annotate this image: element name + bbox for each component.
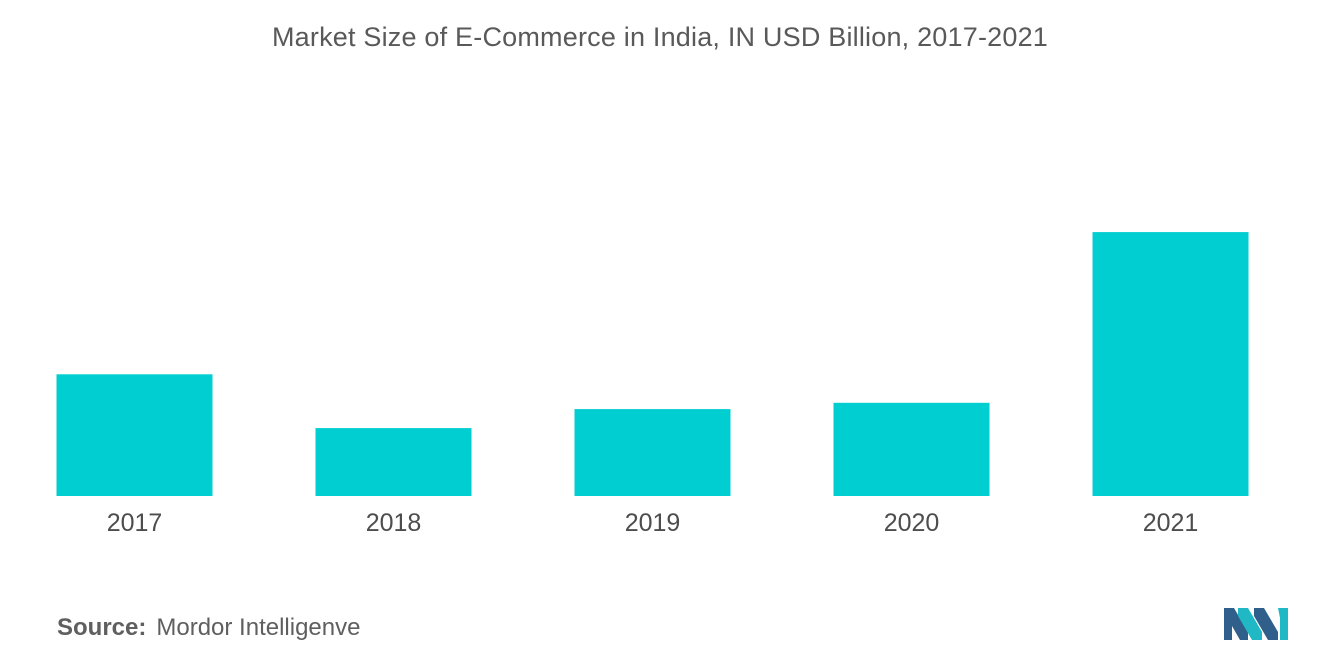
bar-2020 <box>833 402 990 496</box>
x-tick-label-2018: 2018 <box>366 509 422 537</box>
bar-2017 <box>56 374 213 496</box>
source-note: Source: Mordor Intelligenve <box>57 614 360 642</box>
x-tick-label-2017: 2017 <box>107 509 163 537</box>
bar-chart: 2017 2018 2019 2020 2021 <box>56 232 1249 537</box>
bar-2018 <box>315 428 472 496</box>
source-label: Source: <box>57 614 147 641</box>
source-value: Mordor Intelligenve <box>156 614 361 641</box>
mordor-intelligence-logo-icon <box>1224 608 1288 640</box>
bar-2021 <box>1092 232 1249 496</box>
chart-title: Market Size of E-Commerce in India, IN U… <box>271 22 1049 52</box>
bar-2019 <box>574 409 731 496</box>
x-tick-label-2019: 2019 <box>625 509 681 537</box>
x-tick-label-2020: 2020 <box>884 509 940 537</box>
x-tick-label-2021: 2021 <box>1143 509 1199 537</box>
